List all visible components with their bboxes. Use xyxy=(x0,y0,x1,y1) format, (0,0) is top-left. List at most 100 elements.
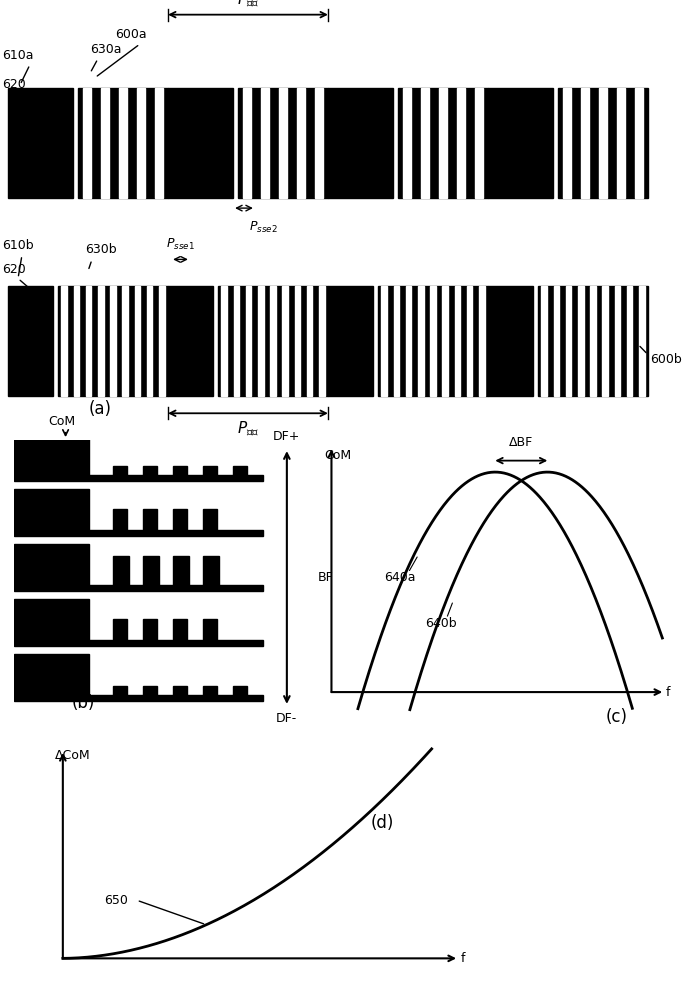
Bar xyxy=(479,286,485,396)
Text: $P_{主要}$: $P_{主要}$ xyxy=(237,419,259,438)
Bar xyxy=(14,530,263,536)
Bar xyxy=(173,556,189,585)
Bar xyxy=(378,286,488,396)
Bar xyxy=(554,286,559,396)
Bar xyxy=(14,585,263,591)
Bar xyxy=(14,640,263,646)
Bar xyxy=(8,88,73,198)
Text: 630a: 630a xyxy=(90,43,122,56)
Bar xyxy=(430,286,436,396)
Text: (a): (a) xyxy=(89,400,111,418)
Text: $P_{主要}$: $P_{主要}$ xyxy=(237,0,259,9)
Bar xyxy=(307,286,312,396)
Text: 610a: 610a xyxy=(2,49,33,62)
Text: 600b: 600b xyxy=(650,353,682,366)
Bar xyxy=(319,286,324,396)
Bar xyxy=(615,286,620,396)
Bar xyxy=(168,88,233,198)
Bar xyxy=(173,509,187,530)
Bar xyxy=(78,88,168,198)
Text: ΔCoM: ΔCoM xyxy=(55,749,90,762)
Bar xyxy=(113,466,128,475)
Text: DF+: DF+ xyxy=(273,430,301,443)
Bar xyxy=(113,556,130,585)
Bar xyxy=(234,466,247,475)
Bar xyxy=(617,88,625,198)
Bar xyxy=(155,88,163,198)
Text: (b): (b) xyxy=(72,694,95,712)
Bar xyxy=(581,88,589,198)
Bar xyxy=(563,88,571,198)
Bar xyxy=(294,286,301,396)
Bar xyxy=(635,88,643,198)
Bar xyxy=(101,88,109,198)
Bar xyxy=(418,286,423,396)
Bar xyxy=(14,654,89,695)
Bar xyxy=(135,286,140,396)
Bar xyxy=(147,286,152,396)
Text: 620: 620 xyxy=(2,263,26,276)
Bar xyxy=(14,544,89,585)
Bar xyxy=(279,88,287,198)
Bar xyxy=(86,286,92,396)
Bar xyxy=(74,286,79,396)
Bar xyxy=(110,286,115,396)
Bar xyxy=(61,286,67,396)
Bar xyxy=(270,286,276,396)
Text: 600a: 600a xyxy=(115,28,147,41)
Text: ΔBF: ΔBF xyxy=(509,436,533,449)
Bar xyxy=(439,88,447,198)
Bar xyxy=(119,88,127,198)
Bar xyxy=(143,686,157,695)
Bar xyxy=(173,619,187,640)
Bar xyxy=(113,509,128,530)
Text: DF-: DF- xyxy=(276,712,298,725)
Bar xyxy=(627,286,632,396)
Text: f: f xyxy=(460,952,465,965)
Bar xyxy=(8,286,53,396)
Bar xyxy=(143,556,159,585)
Bar xyxy=(602,286,608,396)
Bar xyxy=(204,619,217,640)
Bar xyxy=(443,286,448,396)
Bar xyxy=(566,286,571,396)
Bar xyxy=(173,686,187,695)
Bar xyxy=(204,556,219,585)
Text: CoM: CoM xyxy=(324,449,352,462)
Text: $P_{sse2}$: $P_{sse2}$ xyxy=(249,220,278,235)
Bar xyxy=(159,286,165,396)
Bar xyxy=(234,286,239,396)
Bar xyxy=(488,286,533,396)
Bar xyxy=(455,286,460,396)
Text: (d): (d) xyxy=(371,814,394,832)
Text: 640a: 640a xyxy=(384,571,415,584)
Bar xyxy=(328,88,393,198)
Bar xyxy=(475,88,483,198)
Text: 650: 650 xyxy=(104,894,128,907)
Bar xyxy=(98,286,104,396)
Bar xyxy=(204,466,217,475)
Bar xyxy=(113,619,128,640)
Bar xyxy=(221,286,227,396)
Bar xyxy=(558,88,648,198)
Text: 620: 620 xyxy=(2,78,26,91)
Bar xyxy=(398,88,488,198)
Bar xyxy=(137,88,145,198)
Bar xyxy=(218,286,328,396)
Bar xyxy=(403,88,411,198)
Bar xyxy=(14,489,89,530)
Bar xyxy=(406,286,411,396)
Bar xyxy=(393,286,399,396)
Bar xyxy=(488,88,553,198)
Bar xyxy=(173,466,187,475)
Bar xyxy=(538,286,648,396)
Bar xyxy=(258,286,264,396)
Bar xyxy=(168,286,213,396)
Bar xyxy=(58,286,168,396)
Bar xyxy=(639,286,645,396)
Bar xyxy=(204,509,217,530)
Text: (c): (c) xyxy=(606,708,628,726)
Text: 630b: 630b xyxy=(85,243,117,256)
Bar xyxy=(143,466,157,475)
Bar xyxy=(113,686,128,695)
